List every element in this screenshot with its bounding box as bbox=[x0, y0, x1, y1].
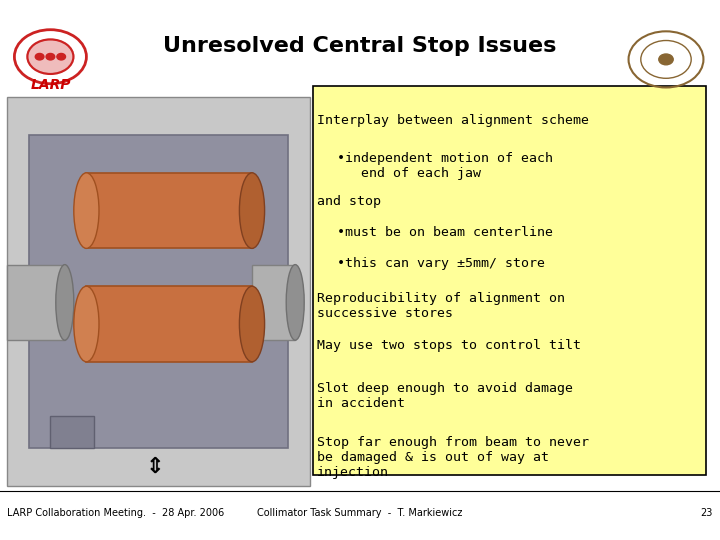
FancyBboxPatch shape bbox=[50, 416, 94, 448]
Text: •must be on beam centerline: •must be on beam centerline bbox=[337, 226, 553, 239]
FancyBboxPatch shape bbox=[7, 97, 310, 486]
Circle shape bbox=[35, 53, 44, 60]
Ellipse shape bbox=[287, 265, 304, 340]
Circle shape bbox=[57, 53, 66, 60]
Circle shape bbox=[46, 53, 55, 60]
FancyBboxPatch shape bbox=[313, 86, 706, 475]
Text: Unresolved Central Stop Issues: Unresolved Central Stop Issues bbox=[163, 36, 557, 56]
Circle shape bbox=[659, 54, 673, 65]
Circle shape bbox=[27, 39, 73, 74]
Text: Collimator Task Summary  -  T. Markiewicz: Collimator Task Summary - T. Markiewicz bbox=[257, 508, 463, 518]
Text: and stop: and stop bbox=[317, 195, 381, 208]
Text: •independent motion of each
   end of each jaw: •independent motion of each end of each … bbox=[337, 152, 553, 180]
Text: •this can vary ±5mm/ store: •this can vary ±5mm/ store bbox=[337, 258, 545, 271]
Text: LARP Collaboration Meeting.  -  28 Apr. 2006: LARP Collaboration Meeting. - 28 Apr. 20… bbox=[7, 508, 225, 518]
Text: Stop far enough from beam to never
be damaged & is out of way at
injection: Stop far enough from beam to never be da… bbox=[317, 436, 589, 480]
Text: Slot deep enough to avoid damage
in accident: Slot deep enough to avoid damage in acci… bbox=[317, 382, 573, 410]
FancyBboxPatch shape bbox=[7, 265, 65, 340]
Ellipse shape bbox=[56, 265, 74, 340]
Ellipse shape bbox=[239, 286, 265, 362]
Text: 23: 23 bbox=[701, 508, 713, 518]
Text: May use two stops to control tilt: May use two stops to control tilt bbox=[317, 339, 581, 352]
Ellipse shape bbox=[73, 286, 99, 362]
Text: Reproducibility of alignment on
successive stores: Reproducibility of alignment on successi… bbox=[317, 293, 565, 320]
FancyBboxPatch shape bbox=[29, 135, 288, 448]
FancyBboxPatch shape bbox=[86, 173, 252, 248]
FancyBboxPatch shape bbox=[86, 286, 252, 362]
Text: ⇕: ⇕ bbox=[145, 457, 164, 477]
Ellipse shape bbox=[239, 173, 265, 248]
Text: Interplay between alignment scheme: Interplay between alignment scheme bbox=[317, 113, 589, 126]
Text: LARP: LARP bbox=[30, 78, 71, 92]
FancyBboxPatch shape bbox=[252, 265, 295, 340]
Ellipse shape bbox=[73, 173, 99, 248]
